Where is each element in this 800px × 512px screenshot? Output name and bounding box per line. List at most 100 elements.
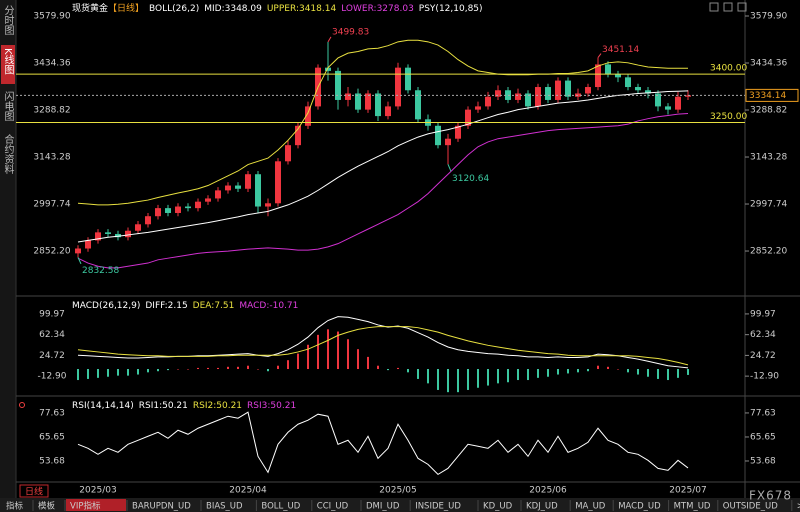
extreme-label: 2832.58	[82, 266, 119, 276]
macd-bar	[477, 369, 479, 388]
macd-bar	[607, 366, 609, 370]
bottom-tab[interactable]: KDJ_UD	[526, 502, 558, 512]
bottom-tab[interactable]: MACD_UD	[618, 502, 661, 512]
macd-bar	[627, 369, 629, 373]
candle-body	[365, 93, 371, 110]
bottom-tab[interactable]: OUTSIDE_UD	[723, 502, 778, 512]
macd-bar	[357, 349, 359, 370]
bottom-tab[interactable]: 指标	[6, 501, 24, 512]
extreme-pointer	[597, 53, 602, 58]
macd-bar	[187, 369, 189, 370]
bottom-tab[interactable]: >>	[797, 502, 800, 512]
bottom-tab[interactable]: CCI_UD	[317, 502, 349, 512]
sidebar-tab[interactable]: 分时图	[2, 5, 14, 36]
macd-bar	[647, 369, 649, 377]
macd-bar	[87, 369, 89, 379]
macd-bar	[487, 369, 489, 386]
candle-body	[105, 232, 111, 234]
panel-header: MACD(26,12,9) DIFF:2.15 DEA:7.51 MACD:-10.7…	[72, 301, 298, 311]
candle-body	[595, 64, 601, 88]
y-tick-label: 2997.74	[750, 200, 787, 210]
legend-item: UPPER:3418.14	[267, 4, 337, 14]
rsi-line	[77, 411, 689, 476]
sidebar	[0, 0, 16, 498]
y-tick-label-left: 2852.20	[33, 247, 70, 257]
legend-item: PSY(12,10,85)	[419, 4, 483, 14]
panel-header: 现货黄金【日线】 BOLL(26,2) MID:3348.09 UPPER:3418.…	[72, 2, 483, 14]
candle-body	[215, 190, 221, 199]
macd-bar	[637, 369, 639, 375]
candle-body	[465, 109, 471, 126]
sidebar-tab[interactable]: 闪电图	[2, 90, 14, 122]
legend-item: RSI3:50.21	[247, 401, 296, 411]
candle-body	[655, 93, 661, 107]
candle-body	[195, 201, 201, 209]
macd-bar	[677, 369, 679, 378]
macd-bar	[587, 369, 589, 372]
extreme-label: 3451.14	[602, 45, 639, 55]
candle-body	[85, 240, 91, 249]
bottom-tab[interactable]: BIAS_UD	[206, 502, 243, 512]
candle-body	[495, 90, 501, 97]
macd-bar	[537, 369, 539, 378]
y-tick-label: 2852.20	[750, 247, 787, 257]
candle-body	[535, 87, 541, 107]
candle-body	[205, 198, 211, 202]
candle-body	[485, 96, 491, 107]
y-tick-label: 24.72	[750, 351, 776, 361]
candle-body	[325, 67, 331, 71]
bottom-tab[interactable]: DMI_UD	[366, 502, 400, 512]
legend-item: MID:3348.09	[204, 4, 262, 14]
macd-bar	[267, 369, 269, 372]
macd-bar	[127, 369, 129, 376]
legend-item: MACD:-10.71	[239, 301, 298, 311]
bollinger-line	[77, 90, 689, 243]
icon[interactable]	[737, 2, 747, 12]
macd-bar	[557, 369, 559, 375]
macd-bar	[107, 369, 109, 377]
extreme-pointer	[327, 36, 332, 43]
legend-item: BOLL(26,2)	[149, 4, 199, 14]
macd-bar	[167, 369, 169, 371]
macd-bar	[117, 369, 119, 376]
bottom-tab[interactable]: VIP指标	[70, 501, 101, 512]
bollinger-line	[77, 113, 689, 269]
tab-bar	[0, 498, 800, 512]
y-tick-label-left: 99.97	[39, 309, 65, 319]
icon[interactable]	[709, 2, 719, 12]
bottom-tab[interactable]: BARUPDN_UD	[132, 502, 191, 512]
y-tick-label-left: 62.34	[39, 330, 65, 340]
bottom-tab[interactable]: BOLL_UD	[261, 502, 300, 512]
macd-bar	[397, 367, 399, 370]
candle-body	[175, 206, 181, 213]
bottom-tab[interactable]: 模板	[38, 501, 56, 512]
bottom-tab[interactable]: KD_UD	[483, 502, 513, 512]
bottom-tab[interactable]: INSIDE_UD	[415, 502, 461, 512]
candle-body	[635, 87, 641, 91]
bottom-tab[interactable]: MA_UD	[575, 502, 606, 512]
y-tick-label: 3434.36	[750, 59, 787, 69]
candle-body	[375, 93, 381, 117]
y-tick-label-left: 3434.36	[33, 59, 70, 69]
macd-bar	[207, 367, 209, 370]
candle-body	[445, 138, 451, 146]
y-tick-label-left: 3579.90	[33, 12, 70, 22]
settings-icon[interactable]	[19, 402, 25, 408]
sidebar-tab[interactable]: K线图	[2, 48, 14, 75]
y-tick-label-left: 3143.28	[33, 153, 70, 163]
bollinger-line	[77, 39, 689, 206]
sidebar-tab[interactable]: 合约资料	[2, 133, 14, 175]
y-tick-label: 99.97	[750, 309, 776, 319]
macd-bar	[527, 369, 529, 381]
candle-body	[165, 208, 171, 213]
candle-body	[455, 125, 461, 139]
candle-body	[255, 174, 261, 207]
macd-bar	[407, 369, 409, 373]
icon[interactable]	[723, 2, 733, 12]
macd-bar	[287, 360, 289, 370]
active-tab	[66, 499, 126, 511]
bottom-tab[interactable]: MTM_UD	[674, 502, 711, 512]
candle-body	[265, 203, 271, 207]
candle-body	[395, 67, 401, 107]
